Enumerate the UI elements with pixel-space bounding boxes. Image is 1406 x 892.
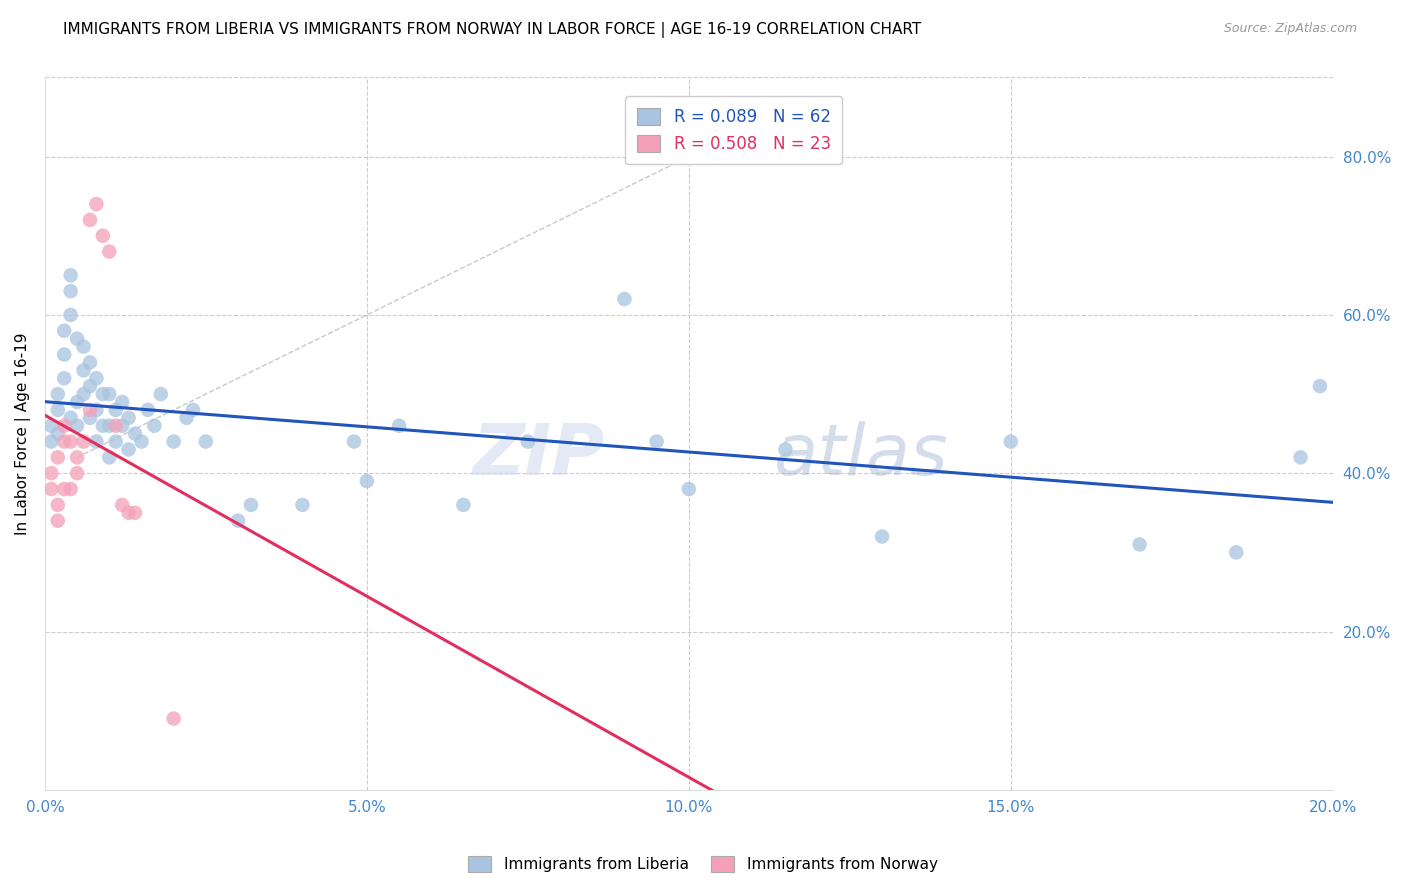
Point [46, 514, 69, 528]
Point [117, 442, 139, 457]
Point [343, 434, 366, 449]
Point [136, 403, 159, 417]
Point [870, 530, 893, 544]
Point [104, 434, 127, 449]
Point [41, 434, 63, 449]
Point [59, 482, 82, 496]
Point [645, 434, 668, 449]
Point [1309, 379, 1331, 393]
Point [66, 332, 89, 346]
Point [53, 418, 76, 433]
Point [91, 418, 114, 433]
Text: atlas: atlas [772, 420, 948, 490]
Point [111, 395, 134, 409]
Point [59, 410, 82, 425]
Point [41, 482, 63, 496]
Point [86, 371, 108, 385]
Point [79, 410, 101, 425]
Legend: Immigrants from Liberia, Immigrants from Norway: Immigrants from Liberia, Immigrants from… [461, 848, 945, 880]
Point [131, 434, 153, 449]
Point [453, 498, 475, 512]
Point [111, 498, 134, 512]
Text: IMMIGRANTS FROM LIBERIA VS IMMIGRANTS FROM NORWAY IN LABOR FORCE | AGE 16-19 COR: IMMIGRANTS FROM LIBERIA VS IMMIGRANTS FR… [63, 22, 921, 38]
Point [66, 418, 89, 433]
Point [149, 387, 172, 401]
Point [66, 395, 89, 409]
Point [46, 403, 69, 417]
Point [117, 506, 139, 520]
Point [53, 434, 76, 449]
Point [775, 442, 797, 457]
Point [59, 284, 82, 298]
Point [66, 450, 89, 465]
Point [613, 292, 636, 306]
Point [53, 371, 76, 385]
Point [194, 434, 217, 449]
Point [1129, 537, 1152, 551]
Point [46, 426, 69, 441]
Point [79, 213, 101, 227]
Point [678, 482, 700, 496]
Point [98, 387, 121, 401]
Point [91, 228, 114, 243]
Point [46, 450, 69, 465]
Point [239, 498, 262, 512]
Point [66, 467, 89, 481]
Point [46, 498, 69, 512]
Point [1289, 450, 1312, 465]
Point [291, 498, 314, 512]
Text: Source: ZipAtlas.com: Source: ZipAtlas.com [1223, 22, 1357, 36]
Point [111, 418, 134, 433]
Point [356, 474, 378, 488]
Point [79, 355, 101, 369]
Point [124, 506, 146, 520]
Point [1000, 434, 1022, 449]
Point [41, 467, 63, 481]
Point [163, 712, 186, 726]
Legend: R = 0.089   N = 62, R = 0.508   N = 23: R = 0.089 N = 62, R = 0.508 N = 23 [626, 96, 842, 164]
Point [46, 387, 69, 401]
Text: ZIP: ZIP [472, 420, 605, 490]
Point [72, 340, 94, 354]
Point [181, 403, 204, 417]
Point [86, 197, 108, 211]
Point [41, 418, 63, 433]
Y-axis label: In Labor Force | Age 16-19: In Labor Force | Age 16-19 [15, 333, 31, 535]
Point [91, 387, 114, 401]
Point [79, 403, 101, 417]
Point [53, 482, 76, 496]
Point [72, 363, 94, 377]
Point [79, 379, 101, 393]
Point [1225, 545, 1247, 559]
Point [86, 403, 108, 417]
Point [86, 434, 108, 449]
Point [98, 450, 121, 465]
Point [104, 418, 127, 433]
Point [53, 347, 76, 361]
Point [516, 434, 538, 449]
Point [124, 426, 146, 441]
Point [72, 434, 94, 449]
Point [59, 434, 82, 449]
Point [143, 418, 166, 433]
Point [98, 244, 121, 259]
Point [117, 410, 139, 425]
Point [72, 387, 94, 401]
Point [98, 418, 121, 433]
Point [59, 308, 82, 322]
Point [104, 403, 127, 417]
Point [226, 514, 249, 528]
Point [59, 268, 82, 283]
Point [163, 434, 186, 449]
Point [53, 324, 76, 338]
Point [176, 410, 198, 425]
Point [388, 418, 411, 433]
